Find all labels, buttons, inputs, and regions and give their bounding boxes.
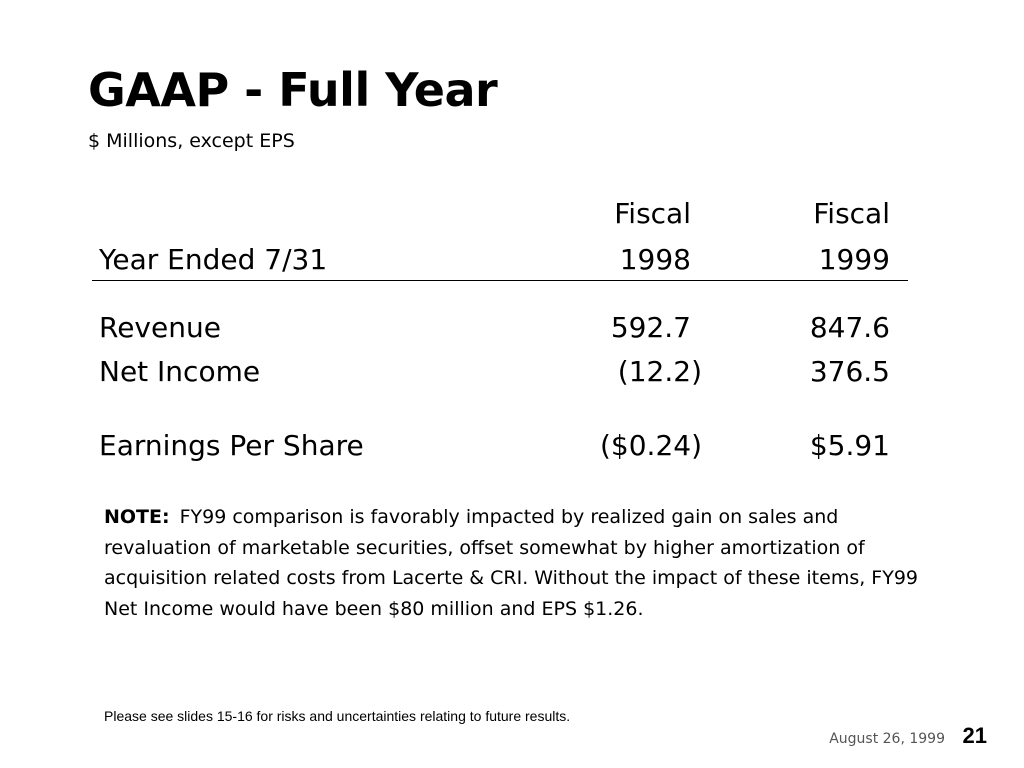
- disclaimer: Please see slides 15-16 for risks and un…: [104, 708, 571, 724]
- slide-title: GAAP - Full Year: [88, 63, 498, 117]
- header-fiscal-1999: Fiscal: [813, 197, 890, 230]
- note-text: FY99 comparison is favorably impacted by…: [104, 506, 919, 620]
- row-net-income-label: Net Income: [99, 355, 261, 388]
- row-revenue-fy1998: 592.7: [610, 311, 691, 344]
- row-eps-label: Earnings Per Share: [99, 429, 364, 462]
- header-divider: [92, 280, 908, 281]
- row-net-income-fy1998: (12.2): [617, 355, 702, 388]
- row-eps-fy1999: $5.91: [809, 429, 890, 462]
- row-eps-fy1998: ($0.24): [599, 429, 702, 462]
- note-label: NOTE:: [104, 506, 170, 528]
- row-revenue-fy1999: 847.6: [809, 311, 890, 344]
- header-fiscal-1998: Fiscal: [614, 197, 691, 230]
- page-number: 21: [962, 723, 987, 748]
- slide-subtitle: $ Millions, except EPS: [88, 130, 295, 152]
- financial-table: Fiscal Fiscal Year Ended 7/31 1998 1999 …: [92, 194, 908, 474]
- header-year-1999: 1999: [818, 243, 890, 276]
- header-year-1998: 1998: [619, 243, 691, 276]
- row-revenue-label: Revenue: [99, 311, 221, 344]
- header-year-ended-label: Year Ended 7/31: [99, 243, 328, 276]
- footer-date: August 26, 1999: [829, 731, 945, 747]
- note-paragraph: NOTE: FY99 comparison is favorably impact…: [104, 502, 924, 624]
- row-net-income-fy1999: 376.5: [809, 355, 890, 388]
